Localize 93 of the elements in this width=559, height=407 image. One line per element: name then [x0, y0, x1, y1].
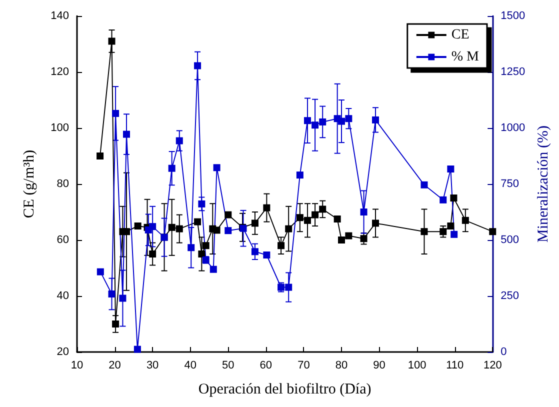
point	[462, 216, 469, 224]
point	[440, 196, 447, 204]
point	[198, 200, 206, 208]
x-tick-label: 50	[222, 360, 234, 372]
point	[210, 266, 217, 273]
x-tick-label: 90	[373, 360, 386, 372]
x-tick-label: 70	[298, 360, 310, 372]
point	[338, 118, 345, 125]
point	[112, 110, 120, 117]
point	[119, 294, 126, 302]
point	[108, 290, 116, 298]
point	[263, 252, 270, 259]
point	[334, 216, 341, 222]
legend-label: % M	[451, 50, 480, 64]
y2-tick-label: 250	[500, 290, 519, 302]
point	[360, 235, 368, 242]
y2-tick-label: 1250	[500, 66, 526, 78]
point	[108, 38, 116, 45]
x-tick-label: 10	[70, 360, 84, 372]
x-tick-label: 120	[483, 360, 502, 372]
y-tick-label: 20	[56, 346, 69, 358]
point	[176, 137, 183, 144]
x-tick-label: 40	[184, 360, 196, 372]
y2-tick-label: 500	[500, 234, 519, 246]
y-tick-label: 40	[56, 290, 69, 302]
point	[251, 220, 258, 227]
point	[149, 223, 156, 230]
point	[489, 228, 496, 236]
point	[420, 228, 428, 236]
point	[285, 284, 292, 291]
point	[312, 211, 319, 218]
point	[224, 227, 232, 234]
point	[450, 230, 458, 238]
legend-label: CE	[451, 28, 470, 42]
point	[96, 268, 104, 276]
point	[123, 228, 130, 236]
point	[338, 236, 345, 244]
point	[168, 164, 176, 172]
point	[420, 181, 428, 188]
x-tick-label: 60	[260, 360, 272, 372]
point	[440, 228, 447, 236]
x-tick-label: 80	[335, 360, 348, 372]
y2-tick-label: 0	[500, 346, 507, 358]
point	[194, 62, 202, 70]
x-tick-label: 110	[446, 360, 464, 372]
x-tick-label: 30	[146, 360, 159, 372]
point	[278, 242, 285, 250]
y2-axis-title: Mineralización (%)	[536, 125, 552, 243]
point	[202, 242, 210, 250]
point	[149, 250, 156, 258]
point	[213, 164, 220, 172]
point	[312, 122, 319, 129]
point	[188, 244, 195, 252]
point	[263, 204, 270, 212]
point	[447, 222, 454, 230]
point	[194, 218, 202, 226]
y2-tick-label: 750	[500, 178, 519, 190]
point	[96, 152, 104, 160]
point	[319, 206, 326, 213]
point	[372, 220, 379, 227]
y-tick-label: 100	[50, 122, 69, 134]
x-axis-title: Operación del biofiltro (Día)	[198, 382, 372, 398]
point	[345, 115, 352, 122]
point	[285, 225, 292, 232]
y-tick-label: 60	[56, 234, 69, 246]
point	[224, 211, 232, 218]
point	[176, 225, 183, 232]
point	[296, 214, 304, 222]
y2-tick-label: 1000	[500, 122, 526, 134]
y2-tick-label: 1500	[500, 10, 526, 22]
point	[319, 118, 326, 126]
point	[345, 232, 352, 240]
point	[447, 165, 454, 172]
point	[134, 346, 141, 353]
point	[304, 216, 311, 224]
point	[251, 248, 258, 256]
y-tick-label: 80	[56, 178, 69, 190]
point	[198, 250, 206, 258]
point	[304, 117, 311, 124]
point	[168, 224, 176, 231]
y-axis-title: CE (g/m³h)	[22, 150, 38, 218]
point	[372, 116, 379, 124]
point	[123, 130, 130, 138]
x-tick-label: 100	[408, 360, 426, 372]
point	[360, 208, 368, 216]
point	[296, 172, 304, 179]
x-tick-label: 20	[108, 360, 121, 372]
y-tick-label: 120	[50, 66, 69, 78]
point	[213, 226, 220, 234]
point	[450, 194, 458, 202]
point	[112, 320, 120, 328]
y-tick-label: 140	[50, 10, 69, 22]
point	[134, 222, 142, 230]
